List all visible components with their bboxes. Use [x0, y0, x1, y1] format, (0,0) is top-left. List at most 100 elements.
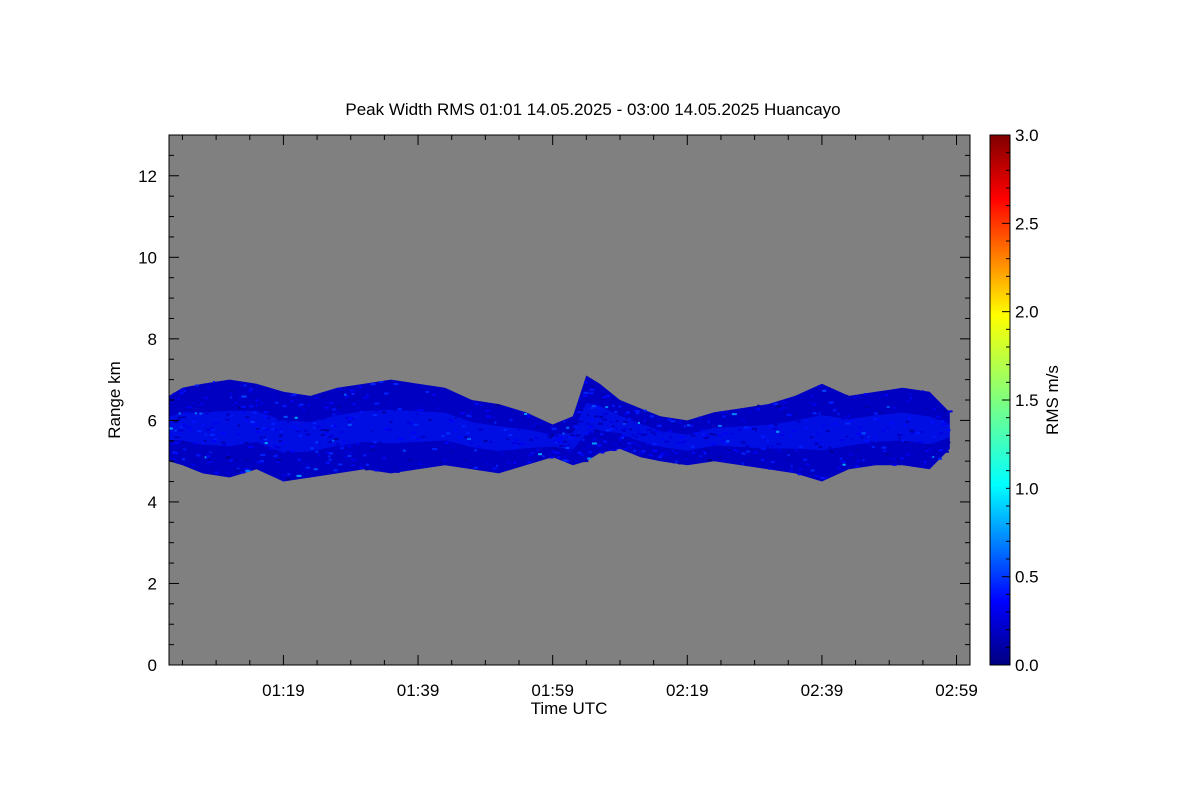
echo-pixel: [527, 461, 532, 464]
echo-pixel: [828, 446, 832, 449]
echo-pixel: [209, 451, 212, 454]
echo-pixel: [181, 416, 187, 419]
echo-pixel: [717, 424, 722, 427]
echo-pixel: [773, 402, 778, 405]
echo-pixel: [634, 436, 638, 438]
echo-pixel: [418, 409, 424, 412]
echo-pixel: [548, 453, 552, 456]
echo-pixel: [410, 436, 416, 439]
echo-pixel: [839, 439, 845, 441]
echo-pixel: [943, 410, 947, 413]
echo-pixel: [344, 393, 347, 396]
echo-pixel: [202, 424, 205, 427]
echo-pixel: [240, 384, 245, 387]
echo-pixel: [591, 384, 594, 387]
echo-pixel: [306, 463, 310, 466]
echo-pixel: [393, 383, 399, 385]
echo-pixel: [272, 396, 275, 399]
echo-pixel: [577, 418, 580, 420]
echo-pixel: [820, 413, 825, 416]
echo-pixel: [450, 409, 455, 412]
echo-pixel: [629, 446, 632, 449]
echo-pixel: [760, 447, 766, 450]
echo-pixel: [466, 432, 470, 435]
echo-pixel: [594, 402, 597, 405]
echo-pixel: [551, 427, 557, 430]
echo-pixel: [883, 450, 887, 452]
echo-pixel: [347, 423, 352, 426]
echo-pixel: [356, 443, 360, 446]
echo-pixel: [435, 407, 440, 410]
echo-pixel: [538, 422, 543, 425]
echo-pixel: [319, 414, 323, 417]
echo-pixel: [213, 381, 215, 383]
echo-pixel: [582, 438, 585, 441]
echo-pixel: [784, 410, 787, 413]
echo-pixel: [375, 409, 380, 412]
echo-pixel: [355, 415, 358, 418]
echo-pixel: [589, 445, 593, 448]
echo-pixel: [578, 397, 582, 400]
echo-pixel: [299, 434, 302, 437]
echo-pixel: [317, 441, 321, 444]
echo-pixel: [233, 458, 238, 461]
echo-pixel: [252, 411, 257, 414]
echo-pixel: [602, 396, 607, 399]
echo-pixel: [209, 410, 212, 413]
echo-pixel: [313, 427, 316, 429]
echo-pixel: [900, 457, 904, 460]
echo-pixel: [428, 419, 432, 421]
echo-pixel: [890, 457, 894, 460]
echo-pixel: [901, 439, 907, 442]
echo-pixel: [690, 434, 696, 437]
echo-pixel: [686, 424, 690, 427]
echo-pixel: [232, 386, 236, 389]
echo-pixel: [279, 430, 283, 433]
echo-pixel: [703, 437, 709, 439]
echo-pixel: [230, 396, 233, 399]
echo-pixel: [351, 463, 356, 466]
echo-pixel: [244, 419, 248, 422]
echo-pixel: [682, 453, 685, 456]
y-tick-label: 0: [148, 656, 157, 675]
echo-pixel: [286, 478, 291, 481]
echo-pixel: [947, 441, 951, 444]
echo-pixel: [587, 451, 592, 454]
echo-pixel: [618, 437, 622, 439]
echo-pixel: [260, 467, 265, 470]
echo-pixel: [866, 401, 871, 404]
echo-pixel: [248, 391, 251, 394]
echo-pixel: [536, 426, 541, 429]
echo-pixel: [174, 436, 178, 439]
echo-pixel: [588, 432, 593, 435]
echo-pixel: [211, 450, 213, 453]
echo-pixel: [237, 464, 242, 467]
echo-pixel: [699, 455, 702, 458]
colorbar-tick-label: 3.0: [1015, 126, 1039, 145]
echo-pixel: [193, 395, 198, 398]
echo-pixel: [919, 431, 924, 434]
echo-pixel: [508, 434, 513, 436]
echo-pixel: [904, 440, 909, 443]
echo-pixel: [825, 430, 830, 433]
echo-pixel: [743, 420, 746, 423]
echo-pixel: [855, 465, 859, 468]
x-tick-label: 01:59: [531, 681, 574, 700]
echo-pixel: [905, 420, 909, 423]
echo-pixel: [256, 428, 260, 431]
echo-pixel: [210, 426, 214, 429]
echo-pixel: [828, 401, 834, 404]
echo-pixel: [179, 440, 182, 443]
echo-pixel: [529, 438, 533, 441]
echo-pixel: [644, 420, 646, 422]
echo-pixel: [768, 424, 773, 427]
echo-pixel: [344, 395, 349, 398]
echo-pixel: [903, 424, 907, 427]
echo-pixel: [499, 450, 503, 452]
echo-pixel: [374, 402, 380, 405]
echo-pixel: [617, 447, 620, 450]
echo-pixel: [672, 461, 675, 464]
echo-pixel: [211, 466, 215, 469]
echo-pixel: [577, 411, 582, 414]
echo-pixel: [347, 420, 351, 423]
